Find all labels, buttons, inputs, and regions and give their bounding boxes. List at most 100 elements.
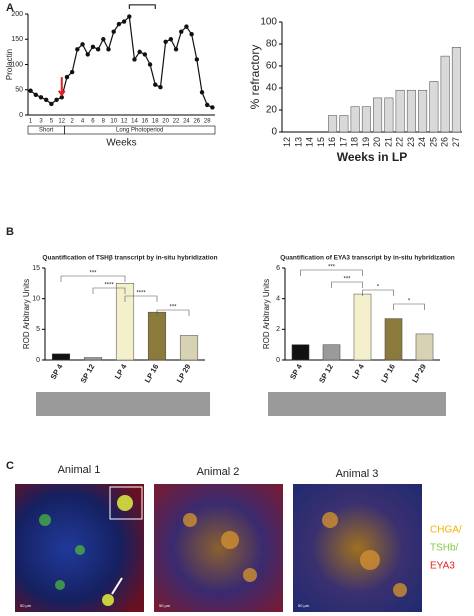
bar [147, 311, 167, 361]
x-tick-label: 23 [406, 137, 416, 147]
y-tick-label: 40 [266, 83, 278, 94]
bar [322, 344, 341, 361]
bar [339, 115, 349, 133]
significance-bracket [124, 295, 158, 302]
y-tick-label: 100 [11, 61, 23, 68]
x-tick-label: 26 [193, 119, 200, 125]
panel-label: A [6, 2, 14, 14]
point [95, 47, 101, 52]
x-tick-label: LP 16 [143, 362, 161, 384]
point [199, 90, 205, 95]
x-axis-label: Weeks [106, 138, 136, 149]
arrow [57, 77, 66, 97]
point [111, 29, 116, 34]
y-tick-label: 0 [36, 357, 40, 364]
x-tick-label: 12 [282, 137, 292, 147]
bar [350, 106, 360, 133]
point [85, 52, 90, 57]
significance: *** [328, 265, 336, 271]
x-tick-label: 24 [417, 137, 427, 147]
significance: **** [104, 283, 114, 289]
bar [373, 97, 383, 133]
x-tick-label: 17 [338, 137, 348, 147]
image-label: Animal 1 [58, 464, 101, 476]
y-tick-label: 4 [276, 296, 280, 303]
x-tick-label: 6 [91, 119, 95, 125]
x-tick-label: 12 [58, 119, 65, 125]
significance-bracket [393, 303, 425, 310]
y-tick-label: 0 [271, 127, 277, 138]
bar [406, 89, 416, 133]
y-tick-label: 100 [260, 17, 277, 28]
point [179, 29, 184, 34]
bar [451, 47, 461, 133]
point [121, 19, 127, 24]
x-tick-label: 28 [204, 119, 211, 125]
y-tick-label: 0 [19, 112, 23, 119]
point [137, 49, 142, 55]
bracket [128, 4, 156, 9]
point [101, 37, 106, 42]
significance-bracket [331, 281, 363, 288]
bar [395, 89, 405, 133]
y-tick-label: 0 [276, 357, 280, 364]
point [28, 88, 33, 93]
bar [179, 335, 199, 361]
x-tick-label: 22 [395, 137, 405, 147]
x-tick-label: 14 [305, 137, 315, 147]
x-tick-label: 24 [183, 119, 190, 125]
y-tick-label: 6 [276, 265, 280, 272]
x-tick-label: 19 [361, 137, 371, 147]
bar [115, 283, 135, 361]
bar [384, 318, 403, 361]
point [49, 101, 54, 107]
y-tick-label: 15 [32, 265, 40, 272]
point [163, 39, 168, 44]
point [75, 47, 80, 52]
point [43, 97, 49, 103]
point [54, 97, 59, 103]
point [33, 92, 38, 98]
x-tick-label: 20 [372, 137, 382, 147]
y-axis-label: % refractory [248, 45, 262, 110]
y-tick-label: 200 [11, 11, 23, 18]
y-axis-label: ROD Arbitrary Units [22, 279, 31, 349]
significance: * [408, 299, 411, 305]
x-tick-label: LP 4 [350, 362, 366, 381]
point [127, 14, 132, 19]
y-axis-label: Prolactin [5, 49, 14, 80]
point [184, 24, 189, 29]
legend-entry: CHGA/ [430, 525, 462, 536]
x-tick-label: 16 [142, 119, 149, 125]
point [205, 102, 210, 108]
point [153, 82, 158, 87]
point [59, 95, 64, 100]
x-tick-label: 10 [110, 119, 117, 125]
y-tick-label: 10 [32, 296, 40, 303]
significance: *** [343, 277, 351, 283]
line [30, 15, 213, 108]
x-tick-label: 13 [293, 137, 303, 147]
point [158, 85, 163, 90]
y-tick-label: 2 [276, 326, 280, 333]
x-tick-label: 26 [440, 137, 450, 147]
significance: **** [136, 291, 146, 297]
x-tick-label: 25 [428, 137, 438, 147]
x-tick-label: 3 [39, 119, 43, 125]
point [168, 37, 174, 42]
x-tick-label: LP 4 [113, 362, 129, 381]
panel-label: B [6, 226, 14, 238]
period-label: Long Photoperiod [116, 128, 163, 134]
significance-bracket [60, 275, 126, 282]
bar [291, 344, 310, 361]
significance: *** [89, 271, 97, 277]
point [210, 105, 215, 110]
bar [353, 293, 372, 361]
x-tick-label: 12 [121, 119, 128, 125]
scale-bar: 50 µm [298, 603, 310, 608]
x-tick-label: 27 [451, 137, 461, 147]
point [147, 62, 153, 67]
x-tick-label: 18 [350, 137, 360, 147]
x-tick-label: 2 [70, 119, 74, 125]
